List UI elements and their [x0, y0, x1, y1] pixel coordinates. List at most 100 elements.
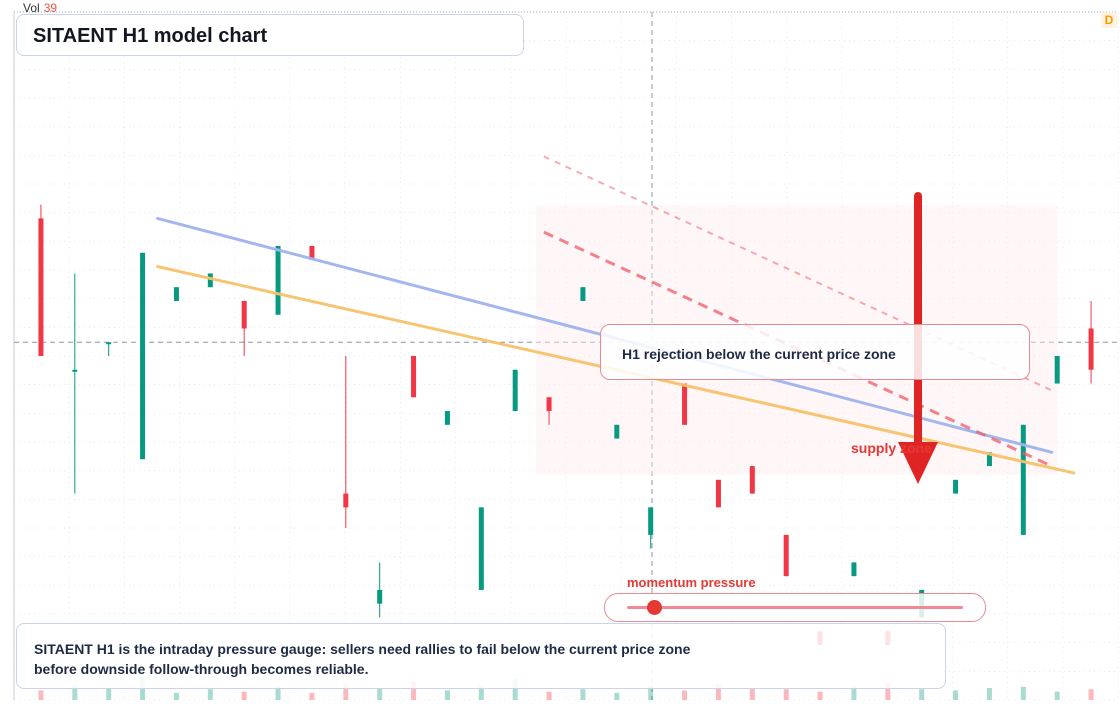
candle — [614, 424, 620, 439]
candle — [1054, 356, 1060, 384]
candle — [140, 252, 146, 460]
candle-body — [1054, 356, 1060, 384]
candle — [241, 300, 247, 356]
volume-bar — [817, 691, 823, 700]
volume-bar — [478, 685, 484, 700]
summary-note: SITAENT H1 is the intraday pressure gaug… — [16, 623, 946, 689]
candle — [783, 534, 789, 577]
candle-body — [173, 287, 179, 301]
volume-bar — [783, 689, 789, 700]
candle — [1088, 300, 1094, 384]
volume-value: 39 — [43, 1, 58, 15]
candle — [648, 507, 654, 549]
volume-bar — [614, 692, 620, 700]
candle-body — [106, 342, 112, 345]
candle-body — [343, 493, 349, 508]
summary-note-text: SITAENT H1 is the intraday pressure gaug… — [34, 641, 691, 677]
candle-body — [851, 562, 857, 577]
candle-body — [377, 589, 383, 604]
momentum-track — [627, 606, 963, 609]
candle-body — [580, 287, 586, 301]
volume-bar — [106, 688, 112, 700]
candle — [38, 204, 44, 356]
chart-marks — [898, 192, 938, 484]
volume-bar — [546, 691, 552, 700]
volume-readout: Vol 39 — [23, 1, 57, 15]
volume-bar — [275, 686, 281, 700]
momentum-gauge — [604, 593, 986, 622]
candle — [207, 273, 213, 288]
candle — [546, 397, 552, 425]
candle-body — [140, 252, 146, 460]
volume-bar — [648, 686, 654, 700]
chart-title: SITAENT H1 model chart — [33, 25, 268, 47]
candle-body — [715, 479, 721, 508]
candle — [512, 369, 518, 412]
candle — [72, 273, 78, 494]
sell-arrow-head — [898, 442, 938, 484]
candle — [749, 466, 755, 494]
volume-bar — [377, 688, 383, 700]
volume-bar — [207, 689, 213, 700]
volume-bar — [749, 688, 755, 700]
volume-bar — [38, 690, 44, 700]
candle-body — [614, 424, 620, 439]
candle — [715, 479, 721, 508]
rejection-callout-text: H1 rejection below the current price zon… — [622, 346, 896, 362]
volume-bar — [1088, 689, 1094, 700]
timeframe-badge[interactable]: D — [1101, 12, 1117, 28]
candle-body — [749, 466, 755, 494]
candle-body — [275, 245, 281, 315]
candle-body — [512, 369, 518, 412]
candle-body — [444, 411, 450, 425]
volume-bar — [241, 691, 247, 700]
candle — [275, 245, 281, 315]
candle-body — [546, 397, 552, 412]
volume-bar — [309, 692, 315, 700]
candle — [444, 411, 450, 425]
candle-body — [309, 245, 315, 260]
candle — [682, 383, 688, 425]
candle-body — [241, 300, 247, 329]
volume-bar — [1020, 686, 1026, 700]
volume-bar — [885, 682, 891, 700]
volume-bar — [953, 690, 959, 700]
volume-bar — [173, 692, 179, 700]
volume-bar — [715, 684, 721, 700]
volume-bar — [986, 688, 992, 700]
momentum-knob[interactable] — [646, 600, 662, 615]
candle — [851, 562, 857, 577]
candle-body — [478, 507, 484, 590]
candle-body — [38, 218, 44, 356]
candle-body — [1088, 328, 1094, 370]
momentum-label: momentum pressure — [627, 575, 756, 590]
candle-body — [986, 452, 992, 467]
candle-body — [72, 369, 78, 372]
candle-body — [1020, 424, 1026, 535]
candle-body — [783, 534, 789, 577]
candle — [173, 287, 179, 301]
volume-bar — [851, 685, 857, 700]
candle — [343, 356, 349, 528]
candle-body — [682, 383, 688, 425]
chart-title-panel: SITAENT H1 model chart — [16, 14, 524, 56]
candle-body — [207, 273, 213, 288]
candle — [580, 287, 586, 301]
supply-zone-label: supply zone — [851, 440, 932, 456]
volume-bar — [512, 678, 518, 700]
volume-label: Vol — [23, 1, 40, 15]
volume-bar — [72, 685, 78, 700]
volume-bar — [682, 690, 688, 700]
candle — [953, 479, 959, 494]
candle — [377, 562, 383, 618]
volume-bar — [411, 680, 417, 700]
volume-bar — [1054, 691, 1060, 700]
trendline — [543, 155, 1053, 392]
candle — [478, 507, 484, 590]
volume-bar — [580, 689, 586, 700]
volume-bar — [919, 689, 925, 700]
rejection-callout: H1 rejection below the current price zon… — [600, 324, 1030, 380]
candle — [411, 356, 417, 398]
candle — [106, 342, 112, 356]
volume-bar — [444, 690, 450, 700]
